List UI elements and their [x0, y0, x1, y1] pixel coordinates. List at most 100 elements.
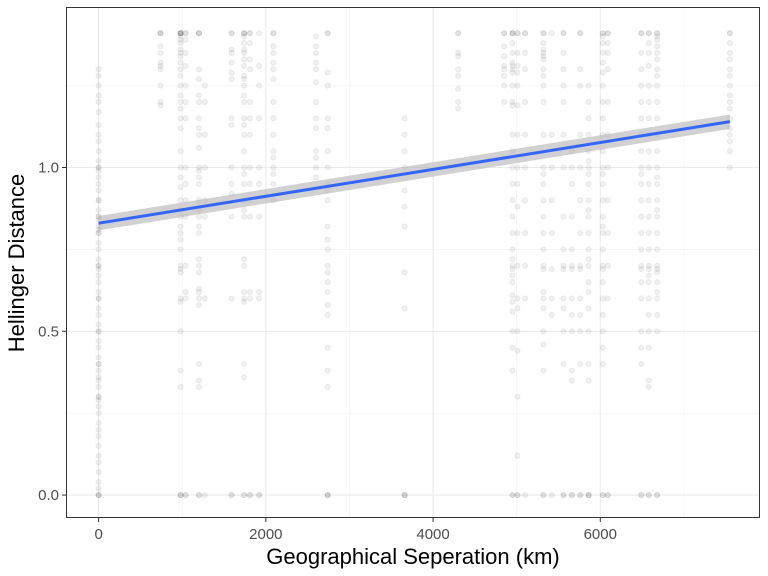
data-point: [514, 102, 521, 109]
minor-gridlines: [66, 7, 760, 518]
data-point: [270, 154, 277, 161]
data-point: [604, 98, 611, 106]
data-point: [509, 279, 516, 286]
data-point: [240, 92, 248, 99]
data-point: [645, 383, 652, 391]
data-point: [521, 66, 529, 73]
data-point: [270, 75, 277, 83]
data-point: [560, 30, 567, 37]
data-point: [585, 206, 592, 214]
data-point: [312, 115, 320, 122]
data-point: [312, 79, 320, 86]
data-point: [514, 491, 521, 499]
data-point: [182, 82, 189, 89]
data-point: [585, 197, 592, 204]
data-point: [645, 197, 652, 204]
x-axis-title: Geographical Seperation (km): [266, 544, 559, 569]
data-point: [324, 301, 331, 309]
data-point: [182, 295, 189, 302]
data-point: [599, 30, 606, 37]
data-point: [95, 377, 102, 384]
data-point: [177, 223, 184, 230]
data-point: [312, 59, 320, 66]
data-point: [654, 36, 661, 43]
data-point: [599, 229, 606, 237]
data-point: [177, 46, 184, 53]
data-point: [95, 383, 102, 391]
data-point: [182, 164, 189, 171]
data-point: [246, 180, 254, 187]
data-point: [246, 164, 254, 171]
data-point: [577, 262, 584, 269]
data-point: [540, 53, 547, 60]
data-point: [324, 148, 331, 155]
data-point: [270, 66, 277, 73]
data-point: [599, 197, 606, 204]
data-point: [585, 360, 592, 368]
data-point: [256, 82, 263, 89]
data-point: [312, 164, 320, 171]
data-point: [324, 223, 331, 230]
data-point: [577, 197, 584, 204]
data-point: [95, 478, 102, 486]
data-point: [95, 239, 102, 246]
data-point: [638, 344, 645, 351]
data-point: [401, 115, 408, 122]
data-point: [195, 131, 203, 138]
data-point: [548, 229, 555, 237]
data-point: [95, 328, 102, 335]
data-point: [312, 49, 320, 56]
data-point: [540, 170, 547, 178]
data-point: [195, 174, 203, 181]
data-point: [509, 102, 516, 109]
data-point: [585, 229, 592, 237]
data-point: [599, 279, 606, 286]
data-point: [195, 301, 203, 309]
data-point: [645, 279, 652, 286]
data-point: [599, 295, 606, 302]
panel-background: [66, 7, 760, 518]
x-tick-label: 2000: [249, 526, 282, 543]
data-point: [645, 265, 652, 273]
data-point: [560, 262, 567, 269]
data-point: [95, 164, 102, 171]
data-point: [157, 98, 164, 106]
data-point: [577, 82, 584, 89]
data-point: [95, 459, 102, 466]
data-point: [95, 419, 102, 427]
data-point: [246, 288, 254, 296]
data-point: [401, 491, 408, 499]
data-point: [195, 223, 203, 230]
data-point: [599, 180, 606, 187]
data-point: [177, 72, 184, 79]
data-point: [638, 164, 645, 171]
data-point: [585, 131, 592, 138]
data-point: [182, 49, 189, 56]
data-point: [540, 341, 547, 348]
data-point: [726, 39, 733, 47]
data-point: [240, 121, 248, 129]
data-point: [177, 184, 184, 191]
data-point: [195, 213, 203, 220]
data-point: [599, 491, 606, 499]
data-point: [540, 328, 547, 335]
data-point: [401, 187, 408, 194]
data-point: [604, 30, 611, 37]
data-point: [195, 144, 203, 151]
data-point: [240, 148, 248, 155]
data-point: [599, 265, 606, 273]
data-point: [509, 82, 516, 89]
data-point: [509, 308, 516, 315]
data-point: [540, 49, 547, 56]
data-point: [645, 115, 652, 122]
data-point: [256, 115, 263, 122]
data-point: [195, 30, 203, 37]
data-point: [95, 426, 102, 433]
data-point: [599, 328, 606, 335]
data-point: [514, 180, 521, 187]
data-point: [95, 167, 102, 174]
data-point: [654, 206, 661, 214]
data-point: [599, 115, 606, 122]
data-point: [585, 328, 592, 335]
data-point: [177, 30, 184, 37]
